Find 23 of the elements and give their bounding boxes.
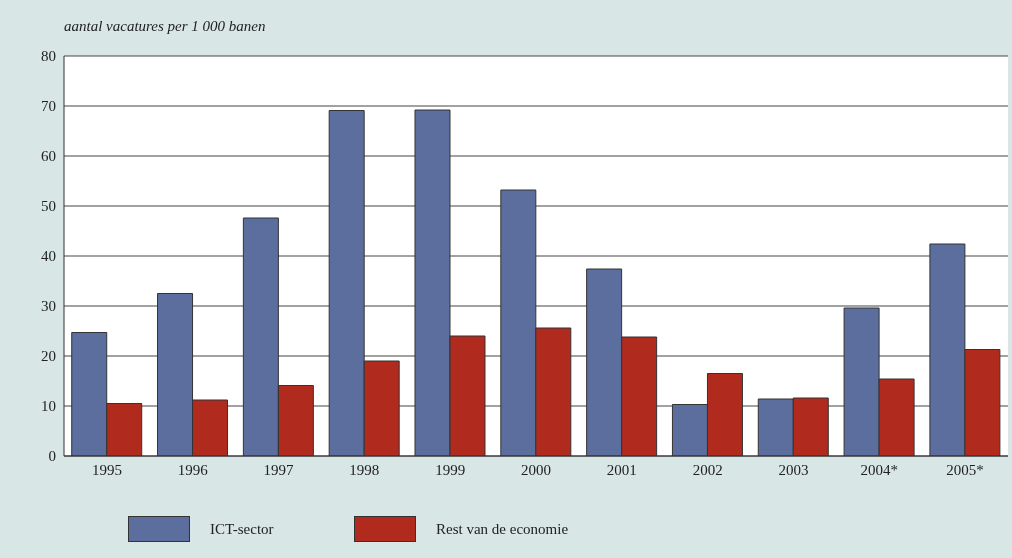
- y-tick-label: 80: [41, 48, 56, 65]
- x-tick-label: 1997: [263, 461, 295, 478]
- x-tick-label: 2003: [778, 461, 809, 478]
- x-tick-label: 2000: [521, 461, 551, 478]
- x-tick-label: 2005*: [946, 461, 984, 478]
- y-tick-label: 50: [41, 198, 56, 215]
- legend-label: Rest van de economie: [435, 519, 570, 539]
- x-tick-label: 1999: [435, 461, 466, 478]
- legend-label: ICT-sector: [209, 519, 275, 539]
- y-tick-label: 30: [41, 298, 56, 315]
- y-tick-label: 20: [41, 348, 56, 365]
- y-tick-label: 10: [41, 398, 56, 415]
- x-tick-label: 1996: [177, 461, 209, 478]
- y-tick-label: 70: [41, 98, 56, 115]
- x-tick-label: 2004*: [860, 461, 899, 478]
- x-tick-label: 2001: [606, 461, 637, 478]
- y-axis-title: aantal vacatures per 1 000 banen: [64, 18, 266, 35]
- x-tick-label: 2002: [692, 461, 723, 478]
- y-tick-label: 40: [41, 248, 56, 265]
- x-tick-label: 1995: [91, 461, 122, 478]
- x-tick-label: 1998: [349, 461, 380, 478]
- y-tick-label: 0: [48, 448, 56, 465]
- y-tick-label: 60: [41, 148, 56, 165]
